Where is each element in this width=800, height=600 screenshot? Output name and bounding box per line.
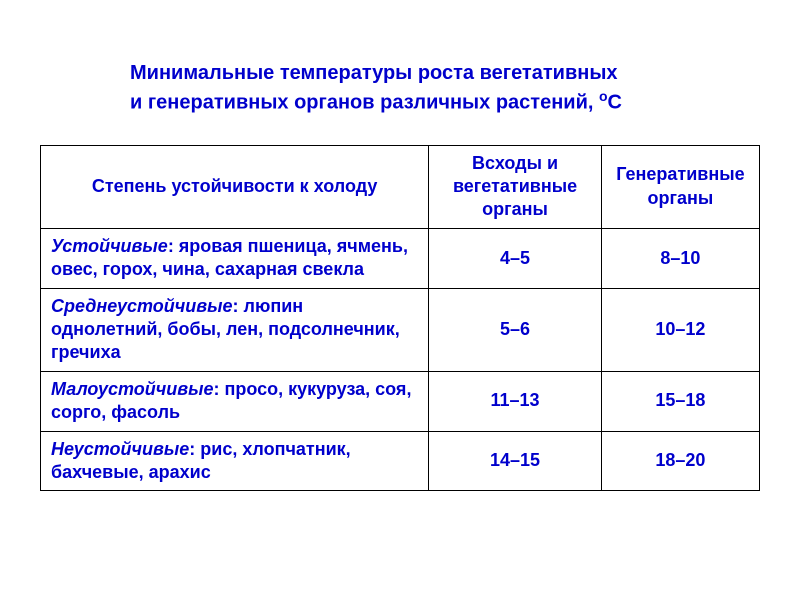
row-description: Малоустойчивые: просо, кукуруза, соя, со… (41, 371, 429, 431)
row-description: Устойчивые: яровая пшеница, ячмень, овес… (41, 228, 429, 288)
table-row: Неустойчивые: рис, хлопчатник, бахчевые,… (41, 431, 760, 491)
header-vegetative: Всходы и вегетативные органы (429, 145, 602, 228)
table-row: Устойчивые: яровая пшеница, ячмень, овес… (41, 228, 760, 288)
vegetative-value: 14–15 (429, 431, 602, 491)
temperature-table: Степень устойчивости к холоду Всходы и в… (40, 145, 760, 492)
vegetative-value: 11–13 (429, 371, 602, 431)
table-header-row: Степень устойчивости к холоду Всходы и в… (41, 145, 760, 228)
row-description: Среднеустойчивые: люпин однолетний, бобы… (41, 288, 429, 371)
category-label: Неустойчивые (51, 439, 189, 459)
table-row: Малоустойчивые: просо, кукуруза, соя, со… (41, 371, 760, 431)
category-label: Малоустойчивые (51, 379, 213, 399)
vegetative-value: 4–5 (429, 228, 602, 288)
generative-value: 10–12 (601, 288, 759, 371)
title-line-1: Минимальные температуры роста вегетативн… (130, 62, 618, 84)
page-title: Минимальные температуры роста вегетативн… (130, 60, 760, 117)
category-label: Среднеустойчивые (51, 296, 233, 316)
row-description: Неустойчивые: рис, хлопчатник, бахчевые,… (41, 431, 429, 491)
generative-value: 18–20 (601, 431, 759, 491)
table-row: Среднеустойчивые: люпин однолетний, бобы… (41, 288, 760, 371)
header-resistance: Степень устойчивости к холоду (41, 145, 429, 228)
celsius-c: С (608, 92, 622, 114)
generative-value: 15–18 (601, 371, 759, 431)
title-line-2: и генеративных органов различных растени… (130, 92, 599, 114)
degree-symbol: o (599, 88, 608, 104)
generative-value: 8–10 (601, 228, 759, 288)
category-label: Устойчивые (51, 236, 168, 256)
header-generative: Генеративные органы (601, 145, 759, 228)
vegetative-value: 5–6 (429, 288, 602, 371)
